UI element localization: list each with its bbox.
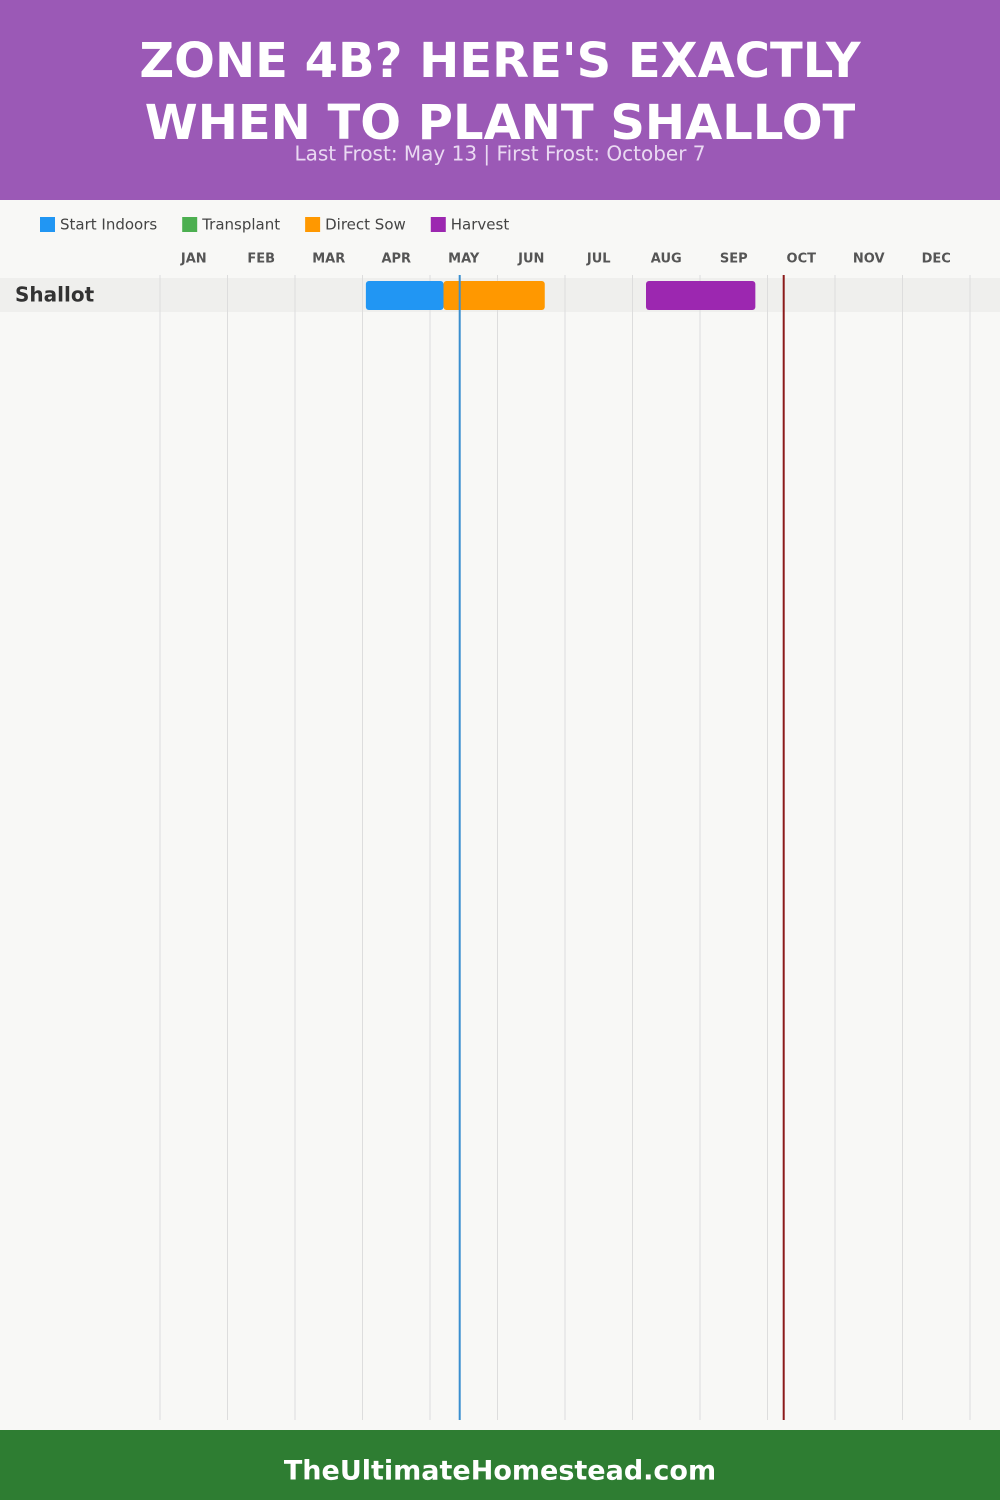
- footer-bar: [0, 1430, 1000, 1500]
- legend-label: Start Indoors: [60, 216, 157, 234]
- month-label: APR: [381, 252, 411, 267]
- month-label: AUG: [651, 252, 682, 267]
- subtitle: Last Frost: May 13 | First Frost: Octobe…: [294, 142, 705, 166]
- title-line: ZONE 4B? HERE'S EXACTLY: [139, 33, 862, 89]
- month-label: OCT: [787, 252, 817, 267]
- month-label: SEP: [720, 252, 748, 267]
- period-bar: [646, 281, 756, 310]
- legend-swatch: [182, 217, 198, 232]
- legend-swatch: [305, 217, 321, 232]
- title-line: WHEN TO PLANT SHALLOT: [145, 95, 856, 151]
- month-label: FEB: [247, 252, 275, 267]
- month-label: NOV: [853, 252, 885, 267]
- month-label: JAN: [180, 252, 207, 267]
- legend-swatch: [40, 217, 55, 232]
- row-label: Shallot: [15, 283, 95, 307]
- month-label: MAR: [312, 252, 345, 267]
- legend-label: Direct Sow: [325, 216, 406, 234]
- header: [0, 0, 1000, 200]
- period-bar: [443, 281, 545, 310]
- month-label: JUL: [586, 252, 611, 267]
- legend-label: Harvest: [451, 216, 510, 234]
- period-bar: [365, 281, 444, 310]
- month-label: JUN: [517, 252, 544, 267]
- legend-swatch: [430, 217, 446, 232]
- month-label: MAY: [448, 252, 480, 267]
- footer-text: TheUltimateHomestead.com: [284, 1456, 716, 1487]
- legend-label: Transplant: [201, 216, 280, 234]
- month-label: DEC: [922, 252, 951, 267]
